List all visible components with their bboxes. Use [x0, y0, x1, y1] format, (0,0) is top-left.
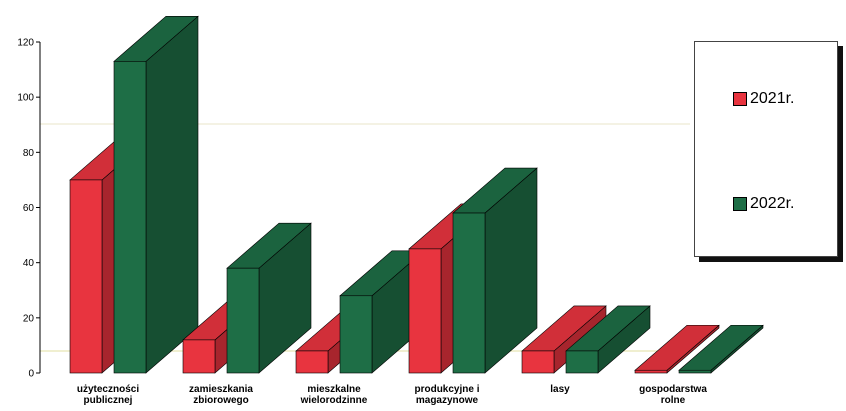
bar-2022r-4: [565, 305, 651, 374]
y-tick-label: 40: [23, 258, 35, 269]
bar-2022r-3: [452, 167, 538, 374]
y-tick-label: 120: [17, 38, 34, 49]
y-tick-label: 20: [23, 313, 35, 324]
y-tick-label: 100: [17, 93, 34, 104]
legend: 2021r. 2022r.: [694, 41, 838, 257]
y-tick-label: 60: [23, 203, 35, 214]
category-label: gospodarstwa rolne: [639, 384, 707, 406]
y-tick-label: 0: [28, 369, 34, 380]
category-label: produkcyjne i magazynowe: [414, 384, 479, 406]
bar-2022r-2: [339, 250, 425, 374]
y-tick-label: 80: [23, 148, 35, 159]
category-label: użyteczności publicznej: [77, 384, 139, 406]
bar-2022r-0: [113, 15, 199, 374]
bars: [69, 15, 764, 374]
legend-label-2021: 2021r.: [750, 90, 795, 107]
bar-2022r-5: [678, 324, 764, 374]
legend-item-2022: 2022r.: [733, 195, 794, 213]
bar-2022r-1: [226, 222, 312, 374]
legend-swatch-2021: [733, 92, 747, 106]
y-axis: 0 20 40 60 80 100 120: [17, 38, 41, 380]
legend-item-2021: 2021r.: [733, 90, 794, 108]
category-label: lasy: [550, 384, 570, 395]
category-label: mieszkalne wielorodzinne: [300, 384, 368, 406]
legend-label-2022: 2022r.: [750, 195, 795, 212]
category-labels: użyteczności publicznej zamieszkania zbioro…: [77, 384, 707, 406]
bar-2021r-5: [634, 324, 720, 374]
legend-swatch-2022: [733, 197, 747, 211]
category-label: zamieszkania zbiorowego: [189, 384, 253, 406]
